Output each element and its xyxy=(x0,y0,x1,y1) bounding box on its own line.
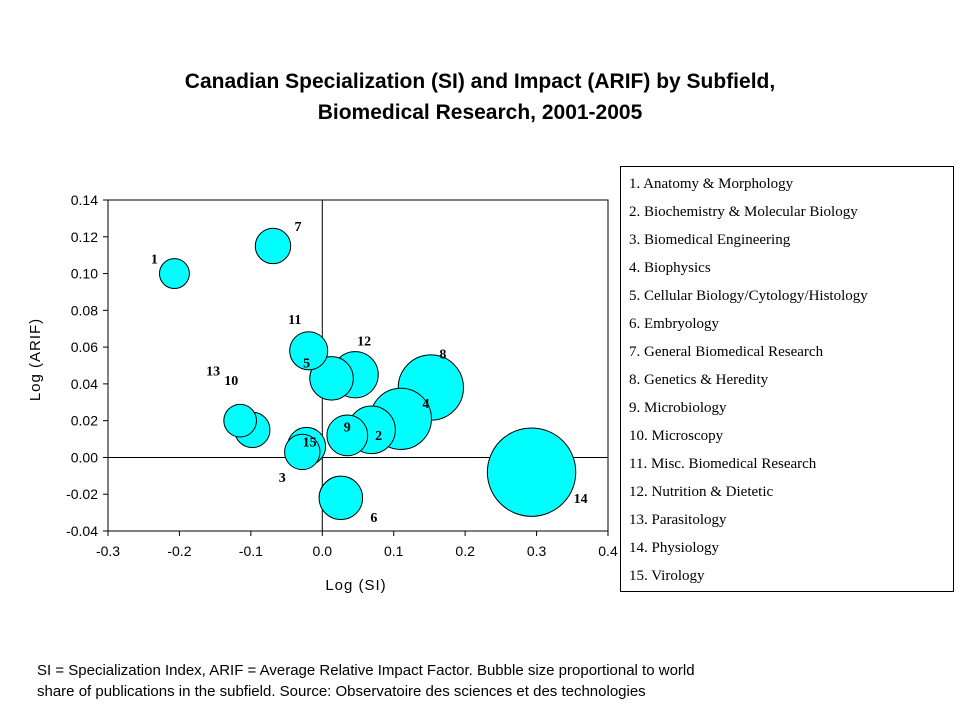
bubble-5 xyxy=(309,356,354,401)
x-tick-label: 0.1 xyxy=(384,543,404,559)
bubble-label-15: 15 xyxy=(303,435,317,450)
bubble-label-8: 8 xyxy=(439,348,446,363)
y-tick-label: -0.02 xyxy=(66,486,98,502)
bubble-label-6: 6 xyxy=(370,511,377,526)
footnote: SI = Specialization Index, ARIF = Averag… xyxy=(37,660,917,702)
bubble-1 xyxy=(158,258,190,290)
x-tick-label: 0.0 xyxy=(313,543,333,559)
bubble-label-12: 12 xyxy=(357,335,371,350)
plot-frame xyxy=(107,199,609,532)
bubble-3 xyxy=(284,433,321,471)
bubble-label-3: 3 xyxy=(279,471,286,486)
legend-item: 10. Microscopy xyxy=(629,428,724,444)
footnote-line-2: share of publications in the subfield. S… xyxy=(37,683,646,700)
y-tick-label: 0.06 xyxy=(71,339,98,355)
bubble-7 xyxy=(254,227,292,265)
chart-title-line-1: Canadian Specialization (SI) and Impact … xyxy=(184,70,776,93)
legend-item: 6. Embryology xyxy=(629,316,719,332)
legend-item: 7. General Biomedical Research xyxy=(629,344,824,360)
legend-item: 4. Biophysics xyxy=(629,260,711,276)
x-tick-label: 0.2 xyxy=(455,543,475,559)
legend-item: 13. Parasitology xyxy=(629,512,727,528)
legend-item: 5. Cellular Biology/Cytology/Histology xyxy=(629,288,868,304)
legend-item: 1. Anatomy & Morphology xyxy=(629,176,794,192)
bubble-label-2: 2 xyxy=(375,429,382,444)
bubble-11 xyxy=(289,331,329,371)
bubble-13 xyxy=(223,403,257,438)
bubble-label-4: 4 xyxy=(422,397,429,412)
x-tick-label: -0.3 xyxy=(96,543,120,559)
y-tick-label: 0.14 xyxy=(71,192,98,208)
bubble-label-10: 10 xyxy=(224,374,238,389)
x-tick-label: 0.3 xyxy=(527,543,547,559)
bubble-label-1: 1 xyxy=(151,253,158,268)
x-tick-label: -0.1 xyxy=(239,543,263,559)
y-tick-label: -0.04 xyxy=(66,523,98,539)
legend-item: 3. Biomedical Engineering xyxy=(629,232,791,248)
chart-title: Canadian Specialization (SI) and Impact … xyxy=(0,66,960,128)
x-tick-label: -0.2 xyxy=(167,543,191,559)
y-tick-label: 0.02 xyxy=(71,413,98,429)
legend-item: 12. Nutrition & Dietetic xyxy=(629,484,774,500)
legend: 1. Anatomy & Morphology 2. Biochemistry … xyxy=(620,166,954,592)
legend-item: 9. Microbiology xyxy=(629,400,727,416)
y-tick-label: 0.08 xyxy=(71,302,98,318)
y-tick-label: 0.00 xyxy=(71,449,98,465)
x-tick-label: 0.4 xyxy=(598,543,618,559)
y-axis-label: Log (ARIF) xyxy=(27,318,44,401)
bubble-14 xyxy=(486,427,577,517)
y-tick-label: 0.04 xyxy=(71,376,98,392)
legend-item: 15. Virology xyxy=(629,568,705,584)
x-axis-label: Log (SI) xyxy=(325,577,386,594)
y-tick-label: 0.12 xyxy=(71,229,98,245)
bubble-label-14: 14 xyxy=(574,492,588,507)
legend-item: 14. Physiology xyxy=(629,540,720,556)
legend-item: 2. Biochemistry & Molecular Biology xyxy=(629,204,858,220)
bubble-label-13: 13 xyxy=(206,365,220,380)
bubble-label-5: 5 xyxy=(303,356,310,371)
bubble-label-7: 7 xyxy=(295,220,302,235)
legend-item: 8. Genetics & Heredity xyxy=(629,372,769,388)
footnote-line-1: SI = Specialization Index, ARIF = Averag… xyxy=(37,662,695,679)
y-tick-label: 0.10 xyxy=(71,266,98,282)
chart-title-line-2: Biomedical Research, 2001-2005 xyxy=(317,101,643,124)
legend-item: 11. Misc. Biomedical Research xyxy=(629,456,817,472)
bubble-6 xyxy=(318,475,364,521)
bubble-9 xyxy=(326,414,369,457)
bubble-label-11: 11 xyxy=(288,313,301,328)
bubble-label-9: 9 xyxy=(344,420,351,435)
